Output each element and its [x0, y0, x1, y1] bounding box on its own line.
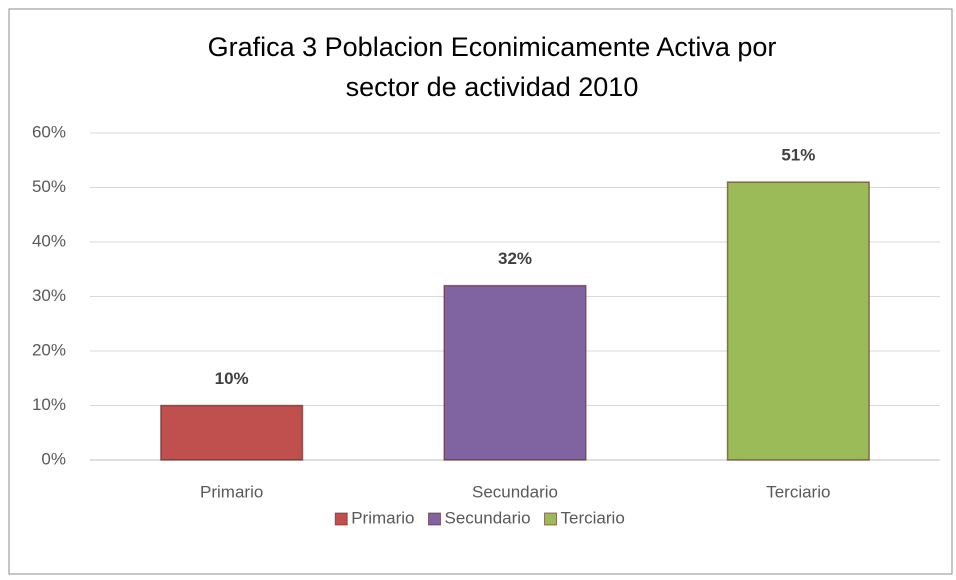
legend-label: Primario [351, 508, 414, 527]
bar [160, 404, 304, 461]
data-label: 51% [781, 146, 815, 165]
x-tick-label: Secundario [472, 482, 558, 501]
legend-label: Secundario [445, 508, 531, 527]
legend-label: Terciario [561, 508, 625, 527]
legend-swatch [428, 512, 442, 526]
y-tick-label: 40% [32, 231, 66, 250]
legend-swatch [544, 512, 558, 526]
bar [443, 284, 587, 461]
data-label: 10% [215, 369, 249, 388]
y-tick-label: 60% [32, 122, 66, 141]
data-label: 32% [498, 249, 532, 268]
y-tick-label: 50% [32, 177, 66, 196]
y-tick-label: 0% [41, 449, 66, 468]
y-tick-label: 30% [32, 286, 66, 305]
y-tick-label: 10% [32, 395, 66, 414]
y-tick-label: 20% [32, 340, 66, 359]
x-tick-label: Primario [200, 482, 263, 501]
legend-swatch [334, 512, 348, 526]
chart-title: Grafica 3 Poblacion Econimicamente Activ… [208, 32, 777, 62]
bar [726, 181, 870, 461]
x-tick-label: Terciario [766, 482, 830, 501]
chart-title: sector de actividad 2010 [346, 72, 639, 102]
